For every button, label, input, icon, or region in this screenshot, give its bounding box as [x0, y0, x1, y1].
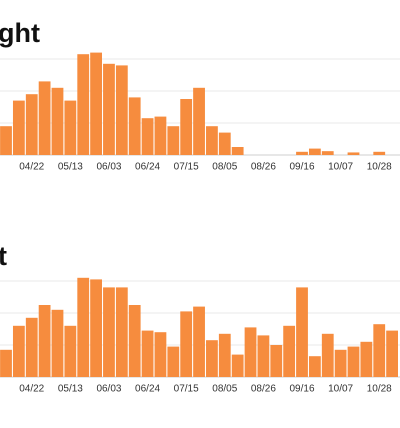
bar [25, 94, 38, 155]
x-tick-label: 04/22 [19, 162, 44, 173]
x-tick-label: 05/13 [58, 384, 83, 395]
bar [115, 65, 128, 155]
x-tick-label: 09/16 [289, 162, 314, 173]
bar [0, 349, 12, 377]
bar [193, 306, 205, 377]
bar [257, 335, 270, 377]
bar [141, 118, 154, 155]
bar [231, 354, 244, 377]
chart-title: ght [0, 18, 40, 48]
bar [167, 126, 180, 155]
bar [193, 87, 205, 155]
bar [296, 151, 308, 155]
bar [51, 309, 64, 377]
bar [90, 279, 102, 377]
bar [64, 100, 77, 155]
x-tick-label: 06/24 [135, 162, 160, 173]
bar [321, 151, 334, 155]
x-tick-label: 10/07 [328, 384, 353, 395]
bar [90, 52, 102, 155]
bar [38, 305, 51, 377]
bar [308, 148, 321, 155]
x-tick-label: 06/24 [135, 384, 160, 395]
x-tick-label: 06/03 [96, 162, 121, 173]
bar [38, 81, 51, 155]
bar [373, 151, 386, 155]
x-tick-label: 09/16 [289, 384, 314, 395]
bar [167, 346, 180, 377]
x-tick-label: 05/13 [58, 162, 83, 173]
bar [283, 325, 296, 377]
bar [103, 63, 115, 155]
bar [206, 340, 218, 377]
bar [296, 287, 308, 377]
x-tick-label: 04/22 [19, 384, 44, 395]
bar [270, 345, 283, 377]
bar [386, 330, 398, 377]
bar [154, 332, 167, 377]
x-tick-label: 08/26 [251, 384, 276, 395]
x-tick-label: 06/03 [96, 384, 121, 395]
bar [180, 311, 193, 377]
bar [218, 132, 231, 155]
bar [25, 317, 38, 377]
x-tick-label: 07/15 [174, 384, 199, 395]
bar [154, 116, 167, 155]
bar [218, 333, 231, 377]
x-tick-label: 10/28 [367, 162, 392, 173]
x-tick-label: 10/28 [367, 384, 392, 395]
bar [115, 287, 128, 377]
x-tick-label: 08/05 [212, 162, 237, 173]
bar [77, 54, 90, 156]
bar [347, 152, 360, 155]
bar [128, 97, 141, 155]
bar [360, 341, 373, 377]
bar [103, 287, 115, 377]
bar [206, 126, 218, 155]
bar [373, 324, 386, 377]
bar [231, 147, 244, 155]
bar [347, 346, 360, 377]
x-tick-label: 10/07 [328, 162, 353, 173]
bar [321, 333, 334, 377]
bar [308, 356, 321, 377]
bar [0, 126, 12, 155]
bar [141, 330, 154, 377]
bar [64, 325, 77, 377]
bar [128, 305, 141, 377]
x-tick-label: 08/05 [212, 384, 237, 395]
bar [244, 327, 257, 377]
bar [51, 87, 64, 155]
x-tick-label: 08/26 [251, 162, 276, 173]
bar [77, 277, 90, 377]
chart-title: t [0, 241, 7, 271]
bar [12, 100, 25, 155]
bar [12, 325, 25, 377]
x-tick-label: 07/15 [174, 162, 199, 173]
bar [180, 99, 193, 155]
bar [334, 349, 347, 377]
